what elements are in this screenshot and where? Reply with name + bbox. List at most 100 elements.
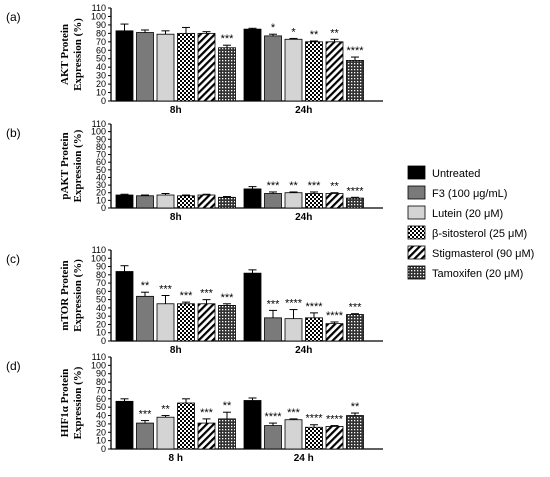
y-tick-label: 70 [96,37,106,47]
bar [284,192,303,209]
significance-label: ** [330,181,339,193]
chart-panel-0: (a) AKT Protein Expression (%) 010203040506… [6,3,383,116]
bar [136,295,154,342]
significance-label: ** [223,400,232,412]
y-tick-label: 60 [96,286,106,296]
y-tick-label: 0 [101,336,106,346]
y-tick-label: 70 [96,150,106,160]
y-tick-label: 40 [96,62,106,72]
y-tick-label: 60 [96,45,106,55]
y-tick-label: 70 [96,278,106,288]
bar [115,400,134,450]
chart-panel-2: (c) mTOR Protein Expression (%) 01020304050… [6,245,383,356]
y-tick-label: 90 [96,369,106,379]
chart-panel-1: (b) pAKT Protein Expression (%) 01020304050… [6,119,383,223]
y-tick-label: 0 [101,203,106,213]
bar [264,317,282,342]
bar [115,30,134,102]
y-tick-label: 90 [96,134,106,144]
y-tick-label: 90 [96,20,106,30]
bar [156,194,175,209]
bar [243,188,262,209]
significance-label: **** [285,298,303,310]
y-tick-label: 60 [96,157,106,167]
y-tick-label: 20 [96,188,106,198]
significance-label: *** [200,288,214,300]
significance-label: * [291,26,296,38]
legend: Untreated F3 (100 μg/mL) Lutein (20 μM) β-s… [407,165,534,280]
y-tick-label: 40 [96,303,106,313]
x-category-label: 24h [295,212,312,223]
bar [197,32,216,102]
significance-label: *** [180,290,194,302]
bar [136,195,154,209]
y-axis-title: Expression (%) [72,259,84,332]
bar [218,418,236,450]
y-tick-label: 70 [96,385,106,395]
chart-panel-3: (d) HIF1α Protein Expression (%) 0102030405… [6,352,383,464]
significance-label: *** [349,302,363,314]
bar [264,425,282,450]
bar [218,196,236,209]
bar [305,317,323,342]
y-tick-label: 80 [96,142,106,152]
y-tick-label: 110 [92,3,106,13]
y-tick-label: 100 [91,11,106,21]
y-tick-label: 40 [96,411,106,421]
significance-label: *** [200,407,214,419]
y-tick-label: 80 [96,28,106,38]
bar [177,32,195,102]
bar [346,197,364,209]
legend-swatch [407,245,426,260]
y-tick-label: 50 [96,295,106,305]
bar [156,33,175,102]
significance-label: *** [159,284,173,296]
legend-label: Lutein (20 μM) [432,208,503,220]
significance-label: **** [305,301,323,313]
significance-label: *** [287,407,301,419]
legend-label: Stigmasterol (90 μM) [432,248,534,260]
bar [197,303,216,342]
y-tick-label: 100 [91,360,106,370]
y-tick-label: 30 [96,419,106,429]
bar [284,318,303,342]
legend-swatch [407,165,426,180]
bar [243,28,262,102]
significance-label: *** [221,33,235,45]
bar [325,41,344,102]
legend-label: F3 (100 μg/mL) [432,188,507,200]
y-tick-label: 110 [92,245,106,255]
y-tick-label: 40 [96,172,106,182]
y-tick-label: 10 [96,436,106,446]
significance-label: * [271,22,276,34]
y-tick-label: 110 [92,119,106,129]
bar [264,193,282,209]
bar [305,41,323,102]
y-tick-label: 30 [96,71,106,81]
bar [136,32,154,102]
significance-label: *** [139,409,153,421]
bar [177,195,195,209]
x-category-label: 24 h [294,453,314,464]
y-tick-label: 50 [96,165,106,175]
x-category-label: 8h [170,105,182,116]
bar [197,422,216,450]
panel-label: (b) [6,126,21,140]
bar [305,426,323,450]
bar [243,272,262,342]
bar [243,400,262,450]
y-axis-title: HIF1α Protein [59,369,71,438]
significance-label: ** [330,27,339,39]
significance-label: *** [221,292,235,304]
y-tick-label: 20 [96,427,106,437]
legend-label: β-sitosterol (25 μM) [432,228,527,240]
legend-swatch [407,205,426,220]
significance-label: ** [141,280,150,292]
y-tick-label: 20 [96,79,106,89]
significance-label: *** [267,298,281,310]
x-category-label: 8h [170,345,182,356]
y-tick-label: 100 [91,127,106,137]
bar [284,419,303,450]
bar [284,38,303,102]
